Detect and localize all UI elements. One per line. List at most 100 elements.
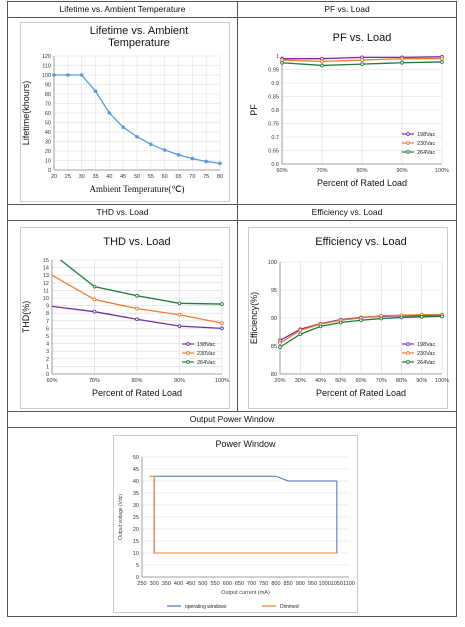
thd-ytick-label: 12 (43, 281, 49, 287)
pf-xtick-label: 70% (316, 168, 327, 174)
lifetime-point (52, 73, 56, 77)
power-ytick-label: 0 (136, 575, 139, 581)
efficiency-xtick-label: 30% (295, 378, 306, 384)
lifetime-xtick-label: 70 (189, 174, 195, 180)
pf-legend-label: 198Vac (417, 132, 435, 138)
panel-lifetime: Lifetime vs. Ambient Temperature 0 10 20 30… (7, 1, 238, 205)
power-x-axis-label: Output current (mA) (221, 590, 270, 596)
lifetime-point (121, 125, 125, 130)
power-xtick-label: 350 (162, 581, 171, 587)
panel-power: Output Power Window 0 5 10 15 20 25 30 35 40 45 50… (7, 411, 457, 617)
power-xtick-label: 850 (284, 581, 293, 587)
power-xtick-label: 1100 (343, 581, 355, 587)
efficiency-point (399, 315, 404, 320)
thd-point (177, 312, 182, 317)
pf-ytick-label: 0.8 (271, 108, 279, 114)
thd-legend-label: 198Vac (197, 342, 215, 348)
pf-ytick-label: 0.95 (268, 68, 279, 74)
efficiency-xtick-label: 20% (274, 378, 285, 384)
efficiency-point (278, 341, 282, 346)
lifetime-ytick-label: 30 (45, 140, 51, 146)
thd-legend-marker (186, 360, 190, 364)
efficiency-xtick-label: 100% (435, 378, 449, 384)
lifetime-ytick-label: 60 (45, 111, 51, 117)
power-xtick-label: 800 (271, 581, 280, 587)
efficiency-legend-label: 198Vac (417, 342, 435, 348)
thd-ytick-label: 0 (46, 372, 49, 378)
pf-ytick-label: 0.75 (268, 122, 279, 128)
thd-y-axis-label: THD(%) (21, 301, 31, 334)
thd-ytick-label: 5 (46, 334, 49, 340)
efficiency-xtick-label: 60% (355, 378, 366, 384)
efficiency-xtick-label: 70% (376, 378, 387, 384)
lifetime-ytick-label: 20 (45, 149, 51, 155)
lifetime-point (107, 111, 112, 115)
thd-ytick-label: 9 (46, 304, 49, 310)
efficiency-ytick-label: 95 (271, 288, 277, 294)
power-ytick-label: 50 (133, 455, 139, 461)
thd-xtick-label: 100% (215, 378, 229, 384)
lifetime-ytick-label: 0 (48, 168, 51, 174)
lifetime-point (149, 142, 153, 147)
lifetime-point (204, 159, 208, 164)
thd-ytick-label: 6 (46, 326, 49, 332)
lifetime-title: Temperature (108, 37, 170, 49)
pf-ytick-label: 0.85 (268, 95, 279, 101)
efficiency-legend-marker (406, 360, 410, 364)
thd-ytick-label: 7 (46, 319, 49, 325)
chart-power: 0 5 10 15 20 25 30 35 40 45 50 250 300 350 400 450 500 55… (113, 435, 358, 613)
efficiency-point (359, 318, 363, 323)
thd-title: THD vs. Load (103, 236, 170, 248)
efficiency-y-axis-label: Efficiency(%) (249, 292, 259, 344)
pf-xtick-label: 100% (435, 168, 449, 174)
lifetime-ytick-label: 120 (42, 54, 51, 60)
lifetime-ytick-label: 80 (45, 92, 51, 98)
pf-point (400, 56, 404, 61)
efficiency-xtick-label: 90% (416, 378, 427, 384)
thd-point (92, 297, 97, 302)
panel-pf: PF vs. Load 0.6 0.65 0.7 0.75 0.8 0.85 0.9 0.95… (237, 1, 457, 205)
pf-title: PF vs. Load (333, 32, 392, 44)
thd-ytick-label: 14 (43, 266, 49, 272)
power-ytick-label: 25 (133, 515, 139, 521)
thd-point (220, 302, 224, 306)
thd-point (135, 293, 139, 298)
lifetime-xtick-label: 75 (203, 174, 209, 180)
thd-point (220, 321, 224, 325)
thd-xtick-label: 80% (131, 378, 142, 384)
pf-point (360, 58, 364, 62)
pf-ytick-label: 0.6 (271, 162, 279, 168)
thd-point (220, 326, 224, 331)
thd-xtick-label: 70% (89, 378, 100, 384)
lifetime-xtick-label: 60 (162, 174, 168, 180)
power-legend-label: operating windows (185, 604, 227, 610)
power-y-axis-label: Output voltage (Vdc) (118, 494, 124, 540)
lifetime-xtick-label: 20 (51, 174, 57, 180)
thd-ytick-label: 2 (46, 357, 49, 363)
efficiency-xtick-label: 80% (396, 378, 407, 384)
pf-legend-marker (406, 141, 410, 145)
pf-point (440, 56, 444, 61)
thd-legend-marker (186, 351, 190, 355)
lifetime-point (176, 153, 181, 157)
thd-point (92, 309, 97, 314)
efficiency-point (278, 345, 282, 349)
efficiency-point (298, 332, 303, 337)
pf-legend-marker (406, 150, 410, 154)
chart-efficiency: 80 85 90 95 100 20% 30% 40% 50% 60% 70% 80% 90% 100% E… (248, 227, 449, 409)
thd-legend-label: 264Vac (197, 360, 215, 366)
lifetime-xtick-label: 80 (217, 174, 223, 180)
power-title: Power Window (215, 439, 276, 449)
lifetime-xtick-label: 65 (175, 174, 181, 180)
pf-point (360, 62, 364, 66)
thd-point (135, 306, 139, 311)
efficiency-point (298, 328, 303, 333)
lifetime-ytick-label: 70 (45, 102, 51, 108)
pf-legend-label: 264Vac (417, 150, 435, 156)
thd-point (177, 301, 182, 306)
efficiency-legend-marker (406, 342, 410, 346)
pf-point (400, 60, 404, 65)
efficiency-ytick-label: 85 (271, 344, 277, 350)
lifetime-point (79, 73, 84, 77)
power-ytick-label: 15 (133, 539, 139, 545)
